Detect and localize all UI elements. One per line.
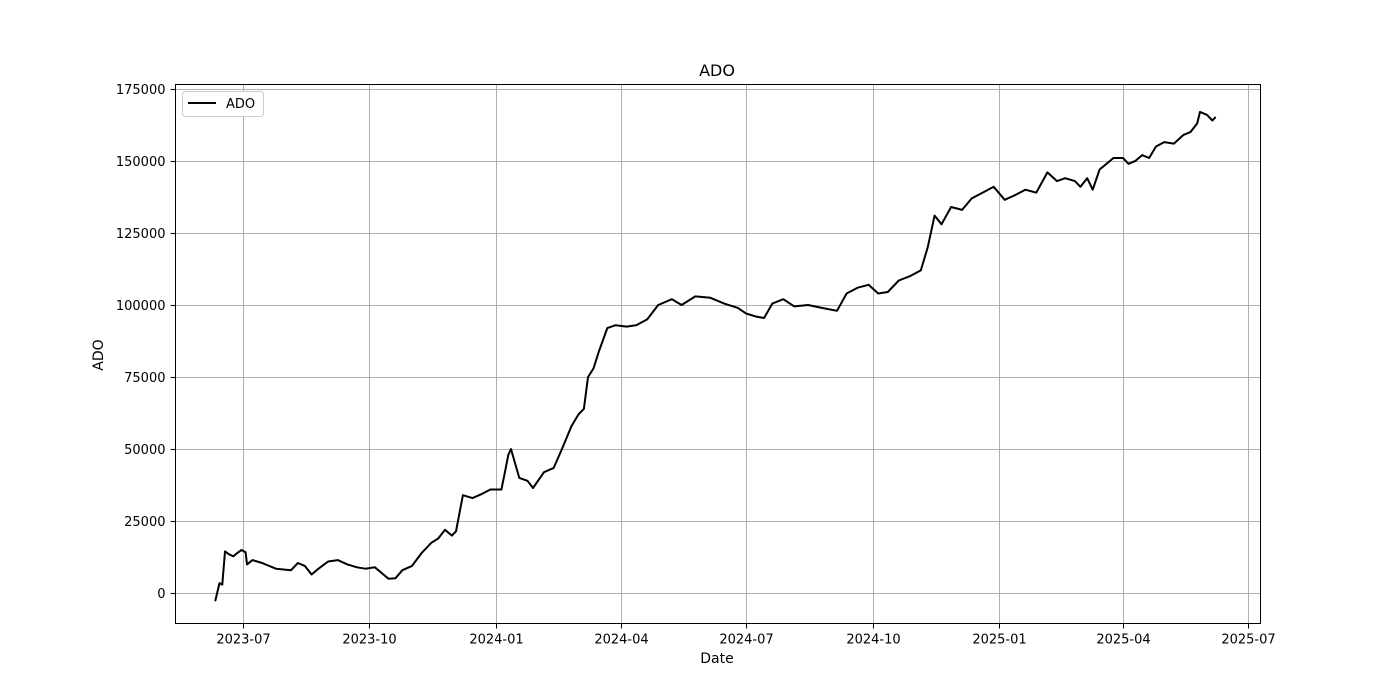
legend-label: ADO [226, 97, 255, 112]
x-axis: 2023-07 2023-10 2024-01 2024-04 2024-07 2024-… [216, 623, 1276, 648]
y-tick-label: 150000 [116, 155, 166, 170]
y-tick-label: 175000 [116, 83, 166, 98]
x-tick-label: 2024-04 [594, 633, 648, 648]
plot-frame [175, 84, 1261, 624]
x-tick-label: 2023-07 [216, 633, 270, 648]
chart-title: ADO [699, 61, 735, 80]
y-tick-label: 75000 [124, 371, 165, 386]
x-tick-label: 2024-01 [469, 633, 523, 648]
legend-box [182, 91, 264, 117]
y-tick-label: 50000 [124, 443, 165, 458]
grid [175, 84, 1261, 624]
y-tick-label: 25000 [124, 515, 165, 530]
x-tick-label: 2024-10 [846, 633, 900, 648]
x-tick-label: 2025-07 [1221, 633, 1275, 648]
y-tick-label: 100000 [116, 299, 166, 314]
x-tick-label: 2024-07 [719, 633, 773, 648]
x-tick-label: 2023-10 [342, 633, 396, 648]
y-axis: 0 25000 50000 75000 100000 125000 150000 175000 [116, 83, 176, 602]
x-axis-label: Date [700, 651, 733, 667]
legend: ADO [182, 91, 264, 117]
y-axis-label: ADO [91, 339, 107, 370]
x-tick-label: 2025-04 [1096, 633, 1150, 648]
y-tick-label: 0 [157, 587, 165, 602]
y-tick-label: 125000 [116, 227, 166, 242]
series-layer [214, 110, 1217, 602]
series-line-ado [214, 110, 1217, 602]
x-tick-label: 2025-01 [972, 633, 1026, 648]
